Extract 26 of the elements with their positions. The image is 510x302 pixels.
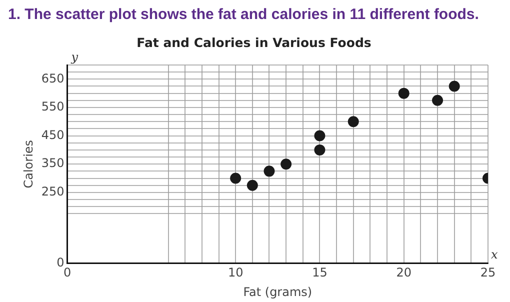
point [314,144,326,156]
point [448,80,460,92]
y-axis-title: Calories [21,140,36,188]
x-axis-title: Fat (grams) [243,284,312,299]
y-tick-label: 650 [41,71,64,86]
text: x [491,247,498,262]
point [264,166,275,177]
x-tick-label: 25 [480,266,496,280]
point [398,88,410,99]
text: y [70,50,78,64]
point [314,130,326,142]
y-tick-label: 550 [41,100,64,114]
point [348,116,359,128]
x-tick-label: 20 [396,266,412,280]
y-tick-label: 250 [41,184,64,199]
point [230,172,242,184]
chart-subtitle: Fat and Calories in Various Foods [136,34,372,50]
point [246,180,258,191]
y-tick-label: 450 [41,128,64,142]
chart-title: 1. The scatter plot shows the fat and calories in 11 different foods. [8,6,479,23]
x-tick-label: 10 [228,266,244,280]
point [280,158,292,170]
x-tick-label: 15 [312,266,328,280]
y-tick-label: 350 [41,156,64,170]
point [432,94,444,106]
y-tick-label: 0 [56,255,64,270]
